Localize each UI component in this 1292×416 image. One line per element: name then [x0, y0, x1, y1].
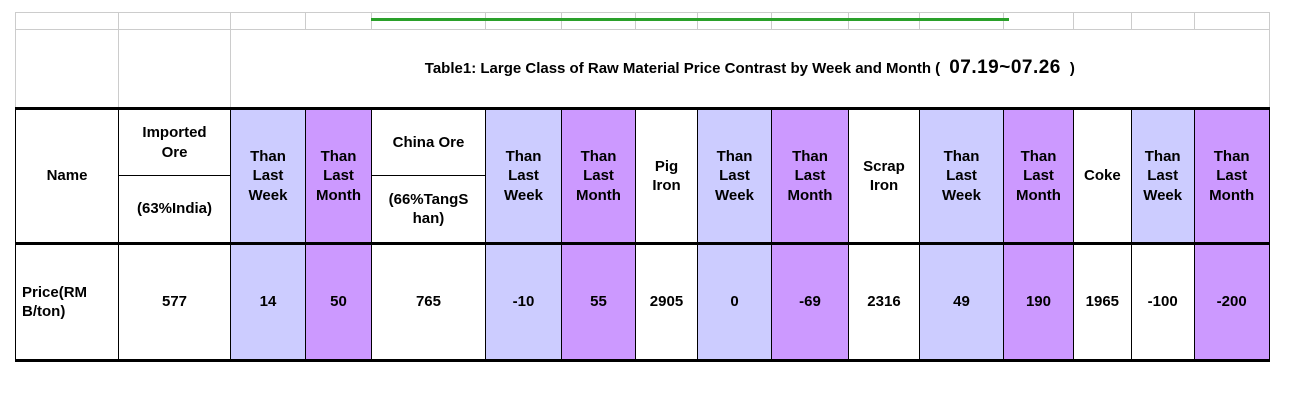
col-header-china-ore: China Ore	[370, 107, 486, 176]
col-header-week-imported-ore: Than Last Week	[230, 107, 306, 244]
price-data-row: Price(RMB/ton) 577 14 50 765 -10 55 2905…	[15, 242, 1270, 362]
china-ore-spec-text: (66%TangShan)	[388, 190, 469, 228]
col-subheader-imported-ore-spec: (63%India)	[118, 175, 231, 244]
month-change-coke: -200	[1193, 242, 1270, 362]
col-header-month-china-ore: Than Last Month	[560, 107, 636, 244]
week-change-china-ore: -10	[484, 242, 562, 362]
empty-grid-cell	[918, 12, 1004, 30]
empty-grid-cell	[1193, 12, 1270, 30]
empty-grid-cell	[696, 12, 772, 30]
empty-grid-cell	[1002, 12, 1074, 30]
col-header-pig-iron: Pig Iron	[634, 107, 698, 244]
price-china-ore: 765	[370, 242, 486, 362]
price-pig-iron: 2905	[634, 242, 698, 362]
col-header-week-china-ore: Than Last Week	[484, 107, 562, 244]
week-change-pig-iron: 0	[696, 242, 772, 362]
month-change-pig-iron: -69	[770, 242, 849, 362]
empty-title-cell	[118, 29, 231, 109]
empty-grid-cell	[634, 12, 698, 30]
month-change-imported-ore: 50	[305, 242, 372, 362]
empty-grid-cell	[1072, 12, 1132, 30]
col-header-week-scrap-iron: Than Last Week	[918, 107, 1004, 244]
empty-grid-cell	[118, 12, 231, 30]
green-divider-line	[371, 18, 1009, 21]
empty-grid-cell	[305, 12, 372, 30]
col-header-month-imported-ore: Than Last Month	[305, 107, 372, 244]
week-change-scrap-iron: 49	[918, 242, 1004, 362]
col-header-month-scrap-iron: Than Last Month	[1002, 107, 1074, 244]
month-change-scrap-iron: 190	[1002, 242, 1074, 362]
col-header-month-pig-iron: Than Last Month	[770, 107, 849, 244]
col-header-imported-ore: Imported Ore	[118, 107, 231, 176]
empty-grid-cell	[230, 12, 306, 30]
price-imported-ore: 577	[118, 242, 231, 362]
price-coke: 1965	[1072, 242, 1132, 362]
empty-grid-cell	[15, 12, 119, 30]
col-header-coke: Coke	[1072, 107, 1132, 244]
empty-grid-cell	[484, 12, 562, 30]
table-title: Table1: Large Class of Raw Material Pric…	[230, 29, 1270, 109]
week-change-coke: -100	[1130, 242, 1195, 362]
row-label-price-text: Price(RMB/ton)	[22, 283, 88, 321]
col-header-week-coke: Than Last Week	[1130, 107, 1195, 244]
empty-title-cell	[15, 29, 119, 109]
col-header-scrap-iron: Scrap Iron	[847, 107, 920, 244]
table-title-text: Table1: Large Class of Raw Material Pric…	[424, 60, 941, 78]
title-date-range: 07.19~07.26	[949, 57, 1061, 79]
col-header-month-coke: Than Last Month	[1193, 107, 1270, 244]
col-subheader-china-ore-spec: (66%TangShan)	[370, 175, 486, 244]
header-row-top: Name Imported Ore Than Last Week Than La…	[15, 107, 1270, 244]
month-change-china-ore: 55	[560, 242, 636, 362]
empty-grid-cell	[1130, 12, 1195, 30]
empty-grid-cell	[370, 12, 486, 30]
top-grid-strip	[15, 12, 1270, 30]
header-row-spec: (63%India) (66%TangShan)	[16, 175, 1270, 244]
raw-material-price-table: Table1: Large Class of Raw Material Pric…	[15, 12, 1270, 362]
empty-grid-cell	[560, 12, 636, 30]
week-change-imported-ore: 14	[230, 242, 306, 362]
col-header-week-pig-iron: Than Last Week	[696, 107, 772, 244]
col-header-name: Name	[15, 107, 119, 244]
row-label-price: Price(RMB/ton)	[15, 242, 119, 362]
empty-grid-cell	[847, 12, 920, 30]
empty-grid-cell	[770, 12, 849, 30]
title-close-paren: )	[1069, 60, 1075, 78]
title-row: Table1: Large Class of Raw Material Pric…	[15, 29, 1270, 109]
price-scrap-iron: 2316	[847, 242, 920, 362]
